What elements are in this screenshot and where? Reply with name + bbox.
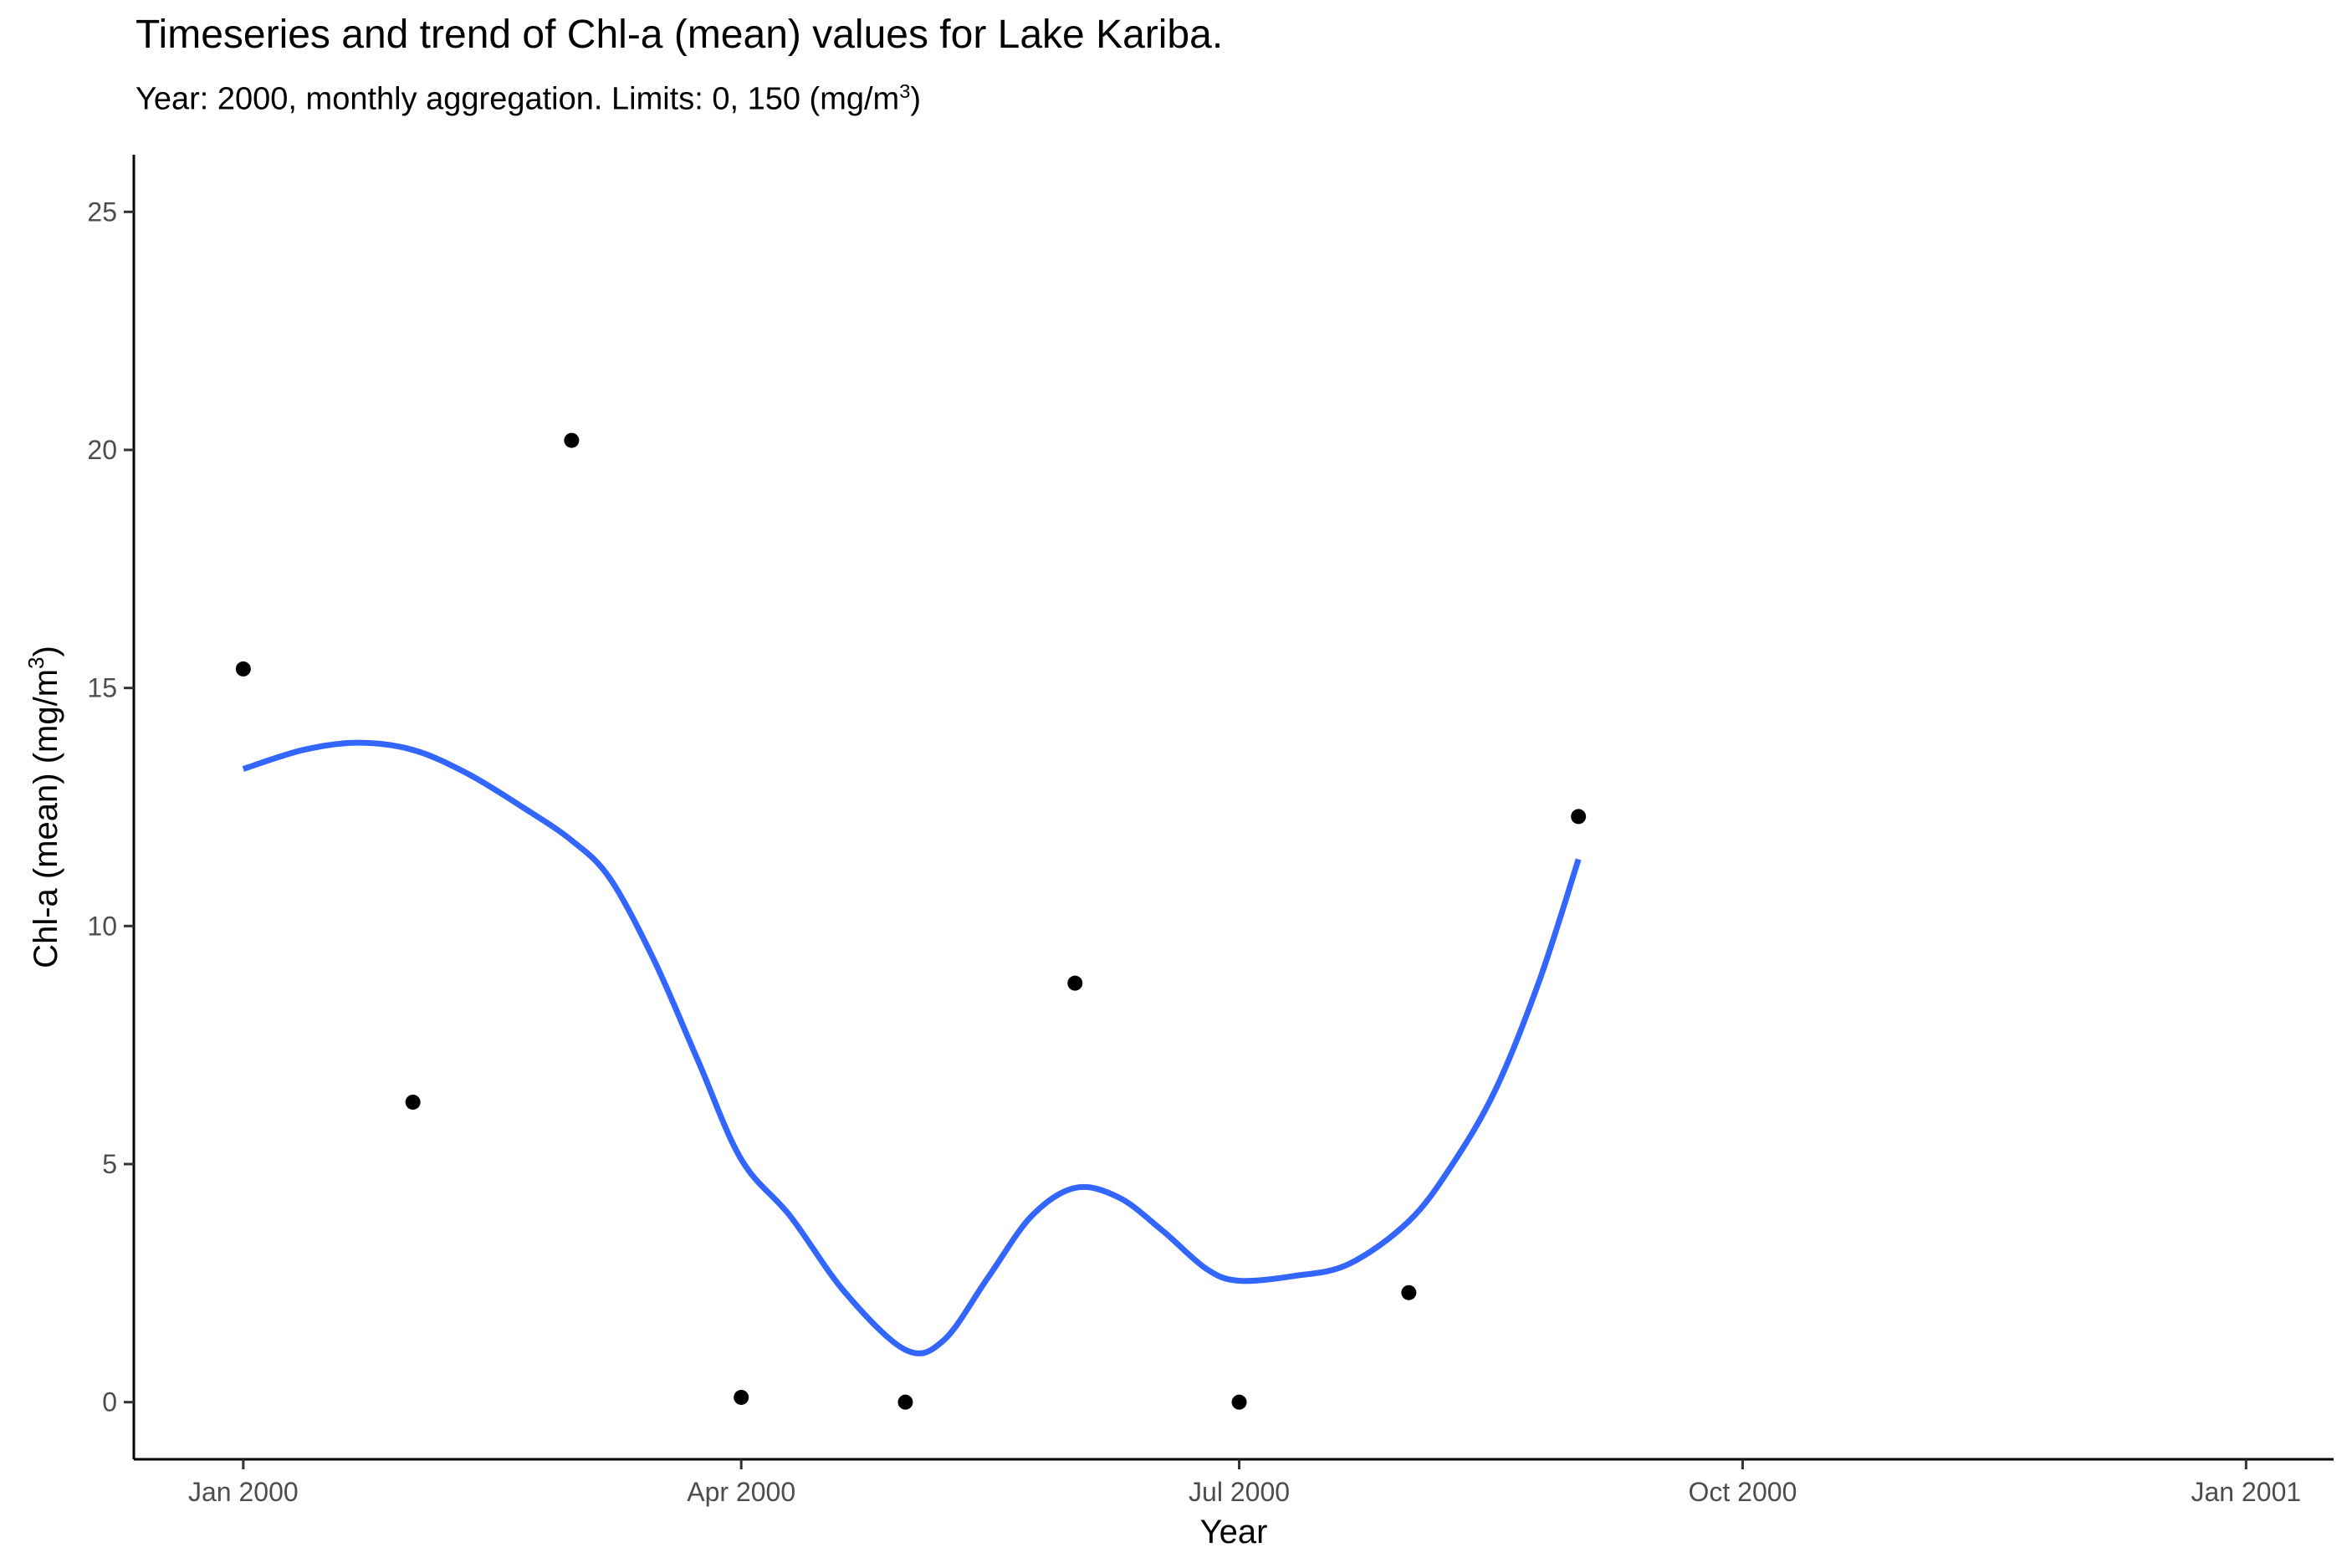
data-point	[405, 1094, 421, 1110]
data-point	[897, 1394, 913, 1410]
y-tick-label: 25	[87, 197, 117, 227]
y-tick-label: 15	[87, 673, 117, 703]
y-axis-title: Chl-a (mean) (mg/m3)	[23, 646, 64, 968]
data-point	[1571, 809, 1587, 825]
y-axis-title-text: Chl-a (mean) (mg/m	[28, 669, 64, 968]
y-tick-label: 20	[87, 435, 117, 465]
data-point	[564, 432, 580, 448]
y-tick-label: 10	[87, 911, 117, 941]
x-tick-label: Oct 2000	[1689, 1477, 1797, 1507]
y-tick-label: 5	[102, 1149, 117, 1179]
chart-subtitle-text: Year: 2000, monthly aggregation. Limits:…	[135, 81, 900, 117]
data-point	[1067, 975, 1083, 991]
data-point	[734, 1389, 749, 1405]
data-point	[1231, 1394, 1247, 1410]
trend-line	[242, 739, 1582, 1356]
x-axis-title: Year	[1200, 1514, 1268, 1550]
x-tick-label: Apr 2000	[687, 1477, 795, 1507]
plot-area: 0 5 10 15 20 25 Jan 2000 Apr 2000 Jul 2000 Oct 20…	[23, 155, 2334, 1550]
chart-subtitle-superscript: 3	[899, 80, 911, 102]
chart-title: Timeseries and trend of Chl-a (mean) val…	[135, 13, 1224, 57]
data-point	[1401, 1285, 1417, 1300]
x-tick-label: Jan 2000	[188, 1477, 299, 1507]
chart-subtitle-suffix: )	[910, 81, 921, 117]
y-axis-title-superscript: 3	[23, 657, 49, 669]
data-point	[235, 661, 251, 677]
y-tick-label: 0	[102, 1387, 117, 1417]
chart-subtitle: Year: 2000, monthly aggregation. Limits:…	[135, 80, 921, 118]
x-tick-label: Jan 2001	[2191, 1477, 2301, 1507]
y-axis-title-suffix: )	[28, 646, 64, 656]
x-tick-label: Jul 2000	[1189, 1477, 1290, 1507]
